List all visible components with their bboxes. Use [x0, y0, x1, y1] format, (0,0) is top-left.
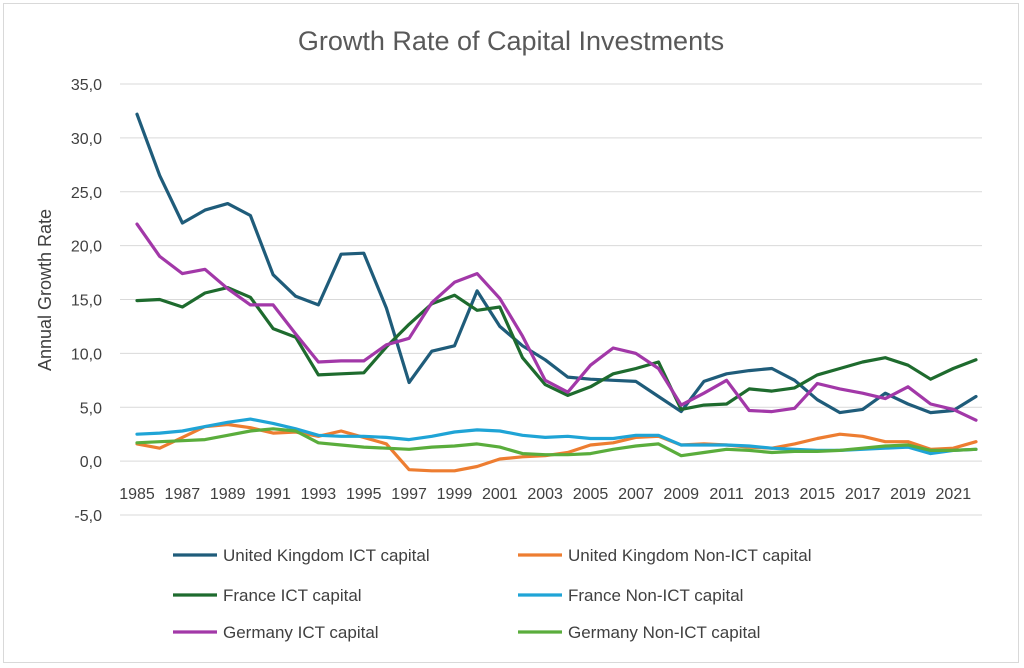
legend-item: United Kingdom ICT capital [173, 546, 430, 565]
x-tick-label: 1999 [437, 486, 473, 503]
series-line-2 [135, 286, 978, 411]
legend-item: Germany Non-ICT capital [518, 623, 760, 642]
x-tick-label: 2015 [799, 486, 835, 503]
y-axis-ticks: -5,0 0,0 5,0 10,0 15,0 20,0 25,0 30,0 35,0 [71, 77, 102, 525]
legend-item: France Non-ICT capital [518, 586, 743, 605]
y-tick-label: 0,0 [80, 454, 102, 471]
y-axis-label: Annual Growth Rate [35, 209, 55, 371]
legend-item: Germany ICT capital [173, 623, 379, 642]
y-tick-label: -5,0 [74, 508, 102, 525]
x-tick-label: 2021 [936, 486, 972, 503]
legend-item: United Kingdom Non-ICT capital [518, 546, 811, 565]
x-tick-label: 2005 [573, 486, 609, 503]
legend-label: United Kingdom ICT capital [223, 546, 430, 565]
x-tick-label: 2011 [709, 486, 744, 503]
x-tick-label: 1993 [301, 486, 337, 503]
x-tick-label: 2003 [527, 486, 563, 503]
y-tick-label: 10,0 [71, 346, 102, 363]
legend-label: Germany ICT capital [223, 623, 379, 642]
x-tick-label: 1991 [255, 486, 291, 503]
series-lines [135, 112, 978, 473]
legend-label: France ICT capital [223, 586, 362, 605]
series-line-4 [135, 222, 978, 422]
x-tick-label: 2017 [845, 486, 881, 503]
x-tick-label: 1989 [210, 486, 246, 503]
y-tick-label: 20,0 [71, 239, 102, 256]
x-tick-label: 2001 [482, 486, 518, 503]
y-tick-label: 5,0 [80, 400, 102, 417]
series-line-0 [135, 112, 978, 415]
x-tick-label: 2019 [890, 486, 926, 503]
y-tick-label: 15,0 [71, 293, 102, 310]
series-line-1 [135, 422, 978, 473]
legend: United Kingdom ICT capital United Kingdom… [173, 546, 811, 642]
y-tick-label: 25,0 [71, 185, 102, 202]
x-tick-label: 1995 [346, 486, 382, 503]
chart-title: Growth Rate of Capital Investments [298, 26, 724, 56]
gridlines [120, 83, 982, 516]
x-tick-label: 1997 [391, 486, 427, 503]
series-line-5 [135, 427, 978, 458]
x-tick-label: 1985 [119, 486, 155, 503]
x-tick-label: 2007 [618, 486, 654, 503]
legend-label: United Kingdom Non-ICT capital [568, 546, 811, 565]
x-tick-label: 2013 [754, 486, 790, 503]
x-tick-label: 2009 [663, 486, 699, 503]
x-tick-label: 1987 [165, 486, 201, 503]
y-tick-label: 35,0 [71, 77, 102, 94]
legend-label: France Non-ICT capital [568, 586, 743, 605]
legend-label: Germany Non-ICT capital [568, 623, 760, 642]
legend-item: France ICT capital [173, 586, 362, 605]
x-axis-ticks: 1985 1987 1989 1991 1993 1995 1997 1999 2001 2003… [119, 486, 971, 503]
y-tick-label: 30,0 [71, 131, 102, 148]
